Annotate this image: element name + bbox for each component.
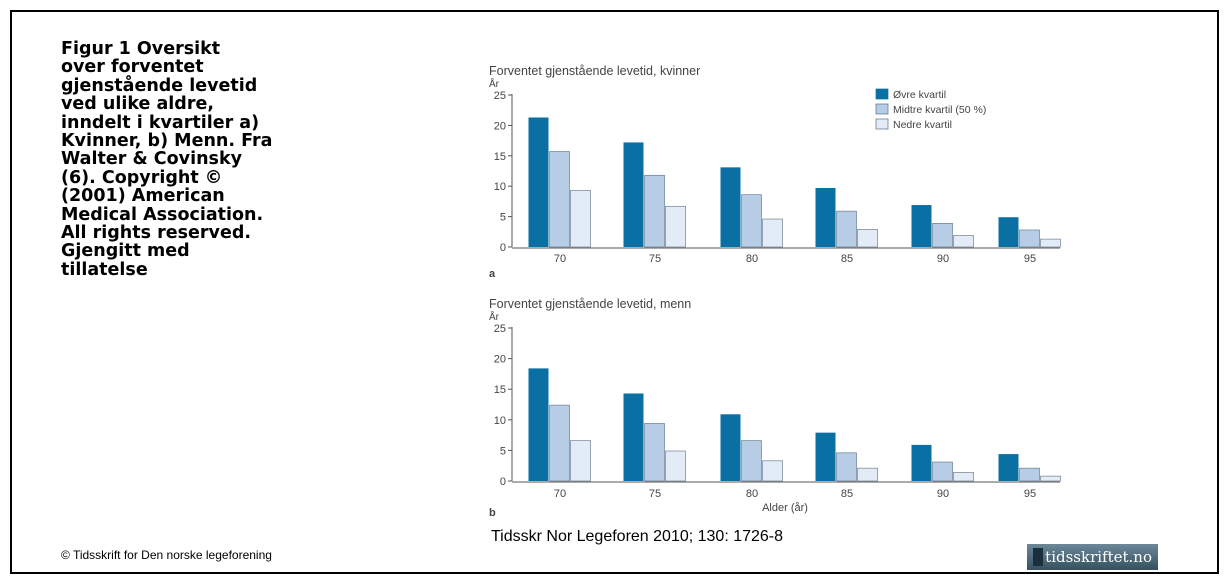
bar-series-1-90 bbox=[911, 444, 932, 481]
bar-series-3-85 bbox=[857, 229, 878, 248]
bar-series-1-80 bbox=[720, 414, 741, 481]
copyright-text: © Tidsskrift for Den norske legeforening bbox=[61, 548, 272, 562]
bar-series-2-95 bbox=[1019, 467, 1040, 482]
y-tick-label: 5 bbox=[500, 212, 506, 224]
y-tick-label: 10 bbox=[494, 181, 506, 193]
caption-line: ved ulike aldre, bbox=[61, 94, 214, 115]
x-tick-label: 75 bbox=[649, 488, 661, 500]
caption-line: Gjengitt med bbox=[61, 241, 190, 262]
x-axis-label: Alder (år) bbox=[762, 502, 808, 514]
bar-series-3-70 bbox=[570, 190, 591, 248]
y-tick-label: 0 bbox=[500, 242, 506, 254]
bar-series-2-80 bbox=[741, 194, 762, 248]
bar-series-3-80 bbox=[762, 218, 783, 248]
caption-line: inndelt i kvartiler a) bbox=[61, 112, 260, 133]
bar-series-3-75 bbox=[665, 450, 686, 482]
y-tick-label: 15 bbox=[494, 151, 506, 163]
y-axis-label: År bbox=[489, 310, 500, 323]
y-tick-label: 0 bbox=[500, 476, 506, 488]
x-tick-label: 70 bbox=[554, 488, 566, 500]
x-tick-label: 80 bbox=[746, 488, 758, 500]
bar-series-3-90 bbox=[953, 472, 974, 482]
legend-swatch bbox=[875, 118, 889, 130]
bar-series-2-90 bbox=[932, 222, 953, 248]
chart-title: Forventet gjenstående levetid, menn bbox=[489, 297, 691, 311]
y-tick-label: 10 bbox=[494, 415, 506, 427]
y-tick-label: 20 bbox=[494, 354, 506, 366]
bar-series-1-95 bbox=[998, 217, 1019, 247]
legend-swatch bbox=[875, 103, 889, 115]
bar-series-1-85 bbox=[815, 188, 836, 247]
bar-series-2-85 bbox=[836, 452, 857, 482]
x-tick-label: 70 bbox=[554, 253, 566, 265]
caption-line: (2001) American bbox=[61, 186, 225, 207]
x-tick-label: 90 bbox=[937, 253, 949, 265]
caption-line: Walter & Covinsky bbox=[61, 149, 242, 170]
y-tick-label: 5 bbox=[500, 445, 506, 457]
bar-series-2-70 bbox=[549, 151, 570, 248]
bar-series-2-80 bbox=[741, 440, 762, 482]
y-tick-label: 20 bbox=[494, 120, 506, 132]
y-tick-label: 25 bbox=[494, 323, 506, 335]
logo-text: tidsskriftet.no bbox=[1045, 548, 1152, 566]
bar-series-1-85 bbox=[815, 432, 836, 481]
bar-series-2-70 bbox=[549, 404, 570, 482]
bar-series-2-75 bbox=[644, 174, 665, 248]
bar-series-1-80 bbox=[720, 167, 741, 247]
y-tick-label: 15 bbox=[494, 384, 506, 396]
bar-series-1-95 bbox=[998, 454, 1019, 481]
bar-series-3-95 bbox=[1040, 475, 1061, 482]
caption-line: Figur 1 Oversikt bbox=[61, 39, 221, 59]
figure-caption: Figur 1 Oversikt over forventet gjenståend… bbox=[61, 39, 391, 280]
x-tick-label: 85 bbox=[841, 488, 853, 500]
legend-label: Midtre kvartil (50 %) bbox=[893, 104, 986, 116]
bar-series-3-75 bbox=[665, 205, 686, 248]
x-tick-label: 95 bbox=[1024, 253, 1036, 265]
caption-line: tillatelse bbox=[61, 259, 148, 280]
panel-label: a bbox=[489, 268, 496, 280]
x-tick-label: 90 bbox=[937, 488, 949, 500]
bar-series-2-85 bbox=[836, 210, 857, 248]
bar-series-3-95 bbox=[1040, 238, 1061, 248]
bar-series-3-80 bbox=[762, 460, 783, 482]
caption-line: gjenstående levetid bbox=[61, 75, 258, 96]
legend-label: Nedre kvartil bbox=[893, 119, 952, 131]
chart-title: Forventet gjenstående levetid, kvinner bbox=[489, 64, 700, 78]
x-tick-label: 95 bbox=[1024, 488, 1036, 500]
x-tick-label: 80 bbox=[746, 253, 758, 265]
bar-series-3-90 bbox=[953, 235, 974, 248]
legend-swatch bbox=[875, 88, 889, 100]
bar-series-2-95 bbox=[1019, 229, 1040, 248]
caption-line: (6). Copyright © bbox=[61, 167, 223, 188]
bar-series-1-70 bbox=[528, 117, 549, 247]
bar-series-3-70 bbox=[570, 440, 591, 482]
caption-line: Medical Association. bbox=[61, 204, 264, 225]
bar-series-2-90 bbox=[932, 461, 953, 482]
panel-label: b bbox=[489, 507, 496, 519]
y-tick-label: 25 bbox=[494, 90, 506, 102]
caption-line: over forventet bbox=[61, 57, 204, 78]
citation-text: Tidsskr Nor Legeforen 2010; 130: 1726-8 bbox=[491, 528, 784, 545]
bar-series-3-85 bbox=[857, 467, 878, 482]
journal-logo[interactable]: tidsskriftet.no bbox=[1027, 544, 1158, 570]
y-axis-label: År bbox=[489, 77, 500, 90]
legend-label: Øvre kvartil bbox=[893, 89, 946, 101]
bar-series-1-90 bbox=[911, 205, 932, 247]
caption-line: All rights reserved. bbox=[61, 223, 251, 244]
x-tick-label: 75 bbox=[649, 253, 661, 265]
bar-series-2-75 bbox=[644, 423, 665, 482]
bar-series-1-70 bbox=[528, 368, 549, 481]
logo-mark-icon bbox=[1033, 548, 1043, 566]
bar-series-1-75 bbox=[623, 142, 644, 247]
caption-line: Kvinner, b) Menn. Fra bbox=[61, 131, 273, 152]
x-tick-label: 85 bbox=[841, 253, 853, 265]
bar-series-1-75 bbox=[623, 393, 644, 481]
